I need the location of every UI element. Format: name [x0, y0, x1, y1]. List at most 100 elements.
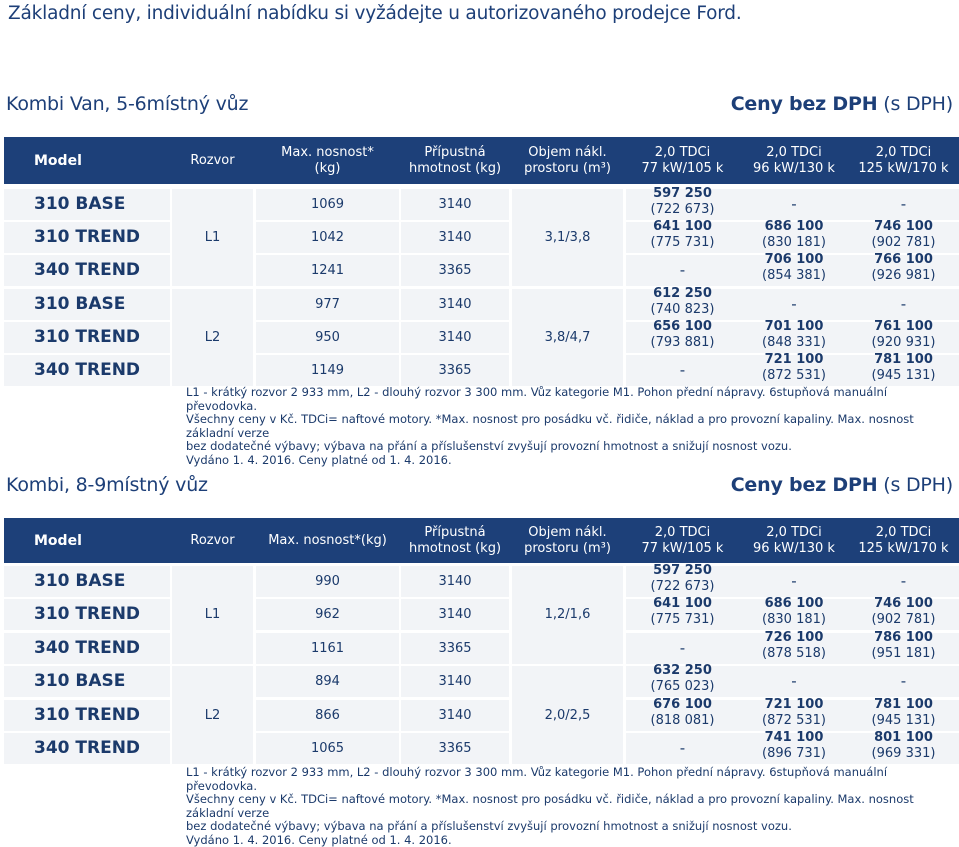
price-cell: 746 100 (902 781) [848, 219, 959, 251]
price-main: 801 100 [874, 730, 933, 745]
price-main: 741 100 [764, 730, 824, 745]
price-cell: 706 100 (854 381) [740, 252, 848, 284]
price-caption-rest: (s DPH) [877, 93, 953, 115]
header-model: Model [34, 152, 82, 169]
column-divider [509, 189, 511, 386]
table-row: 310 TREND [4, 599, 959, 631]
table-row: 340 TREND [4, 632, 959, 664]
cell-hmotnost: 3140 [438, 674, 472, 690]
price-main: 597 250 [653, 563, 712, 578]
row-model: 310 TREND [34, 704, 141, 725]
price-cell: 721 100 (872 531) [740, 697, 848, 729]
price-cell: 741 100 (896 731) [740, 730, 848, 762]
price-dash: - [791, 672, 797, 691]
price-main: 746 100 [874, 596, 933, 612]
column-divider [254, 566, 256, 764]
header-objem: Objem nákl. prostoru (m³) [524, 524, 611, 556]
price-main: 786 100 [874, 629, 933, 645]
cell-rozvor: L2 [170, 288, 255, 386]
price-cell: 641 100 (775 731) [625, 219, 740, 251]
price-with-vat: (872 531) [762, 712, 826, 728]
price-with-vat: (902 781) [871, 612, 936, 628]
price-dash: - [679, 361, 686, 379]
row-model: 310 BASE [34, 194, 126, 214]
cell-nosnost: 962 [315, 607, 340, 623]
table-row: 340 TREND [4, 733, 959, 764]
price-cell: 781 100 (945 131) [848, 352, 959, 384]
price-with-vat: (969 331) [871, 746, 936, 761]
price-dash: - [791, 572, 797, 590]
price-with-vat: (854 381) [762, 268, 826, 284]
column-divider [624, 189, 626, 386]
cell-hmotnost: 3140 [438, 574, 472, 589]
price-caption-rest: (s DPH) [877, 474, 953, 496]
cell-nosnost: 990 [315, 574, 340, 589]
price-cell: 597 250 (722 673) [625, 186, 740, 218]
price-main: 701 100 [764, 318, 824, 334]
price-main: 781 100 [874, 696, 933, 712]
row-model: 340 TREND [34, 260, 141, 281]
price-caption: Ceny bez DPH (s DPH) [730, 474, 954, 496]
table-row: 310 BASE [4, 189, 959, 220]
table-row: 310 TREND [4, 321, 959, 353]
price-cell: 597 250 (722 673) [625, 563, 740, 595]
price-main: 721 100 [764, 696, 824, 712]
price-with-vat: (920 931) [871, 334, 936, 350]
header-engine-77kw: 2,0 TDCi 77 kW/105 k [641, 144, 724, 176]
price-main: 746 100 [874, 219, 933, 235]
table-row: 340 TREND [4, 255, 959, 287]
cell-nosnost: 950 [315, 329, 340, 345]
footnotes: L1 - krátký rozvor 2 933 mm, L2 - dlouhý… [186, 385, 914, 467]
header-rozvor: Rozvor [190, 152, 235, 168]
price-cell: 746 100 (902 781) [848, 596, 959, 628]
price-with-vat: (926 981) [871, 268, 936, 284]
price-caption-bold: Ceny bez DPH [730, 93, 878, 115]
column-divider [399, 189, 401, 386]
header-nosnost: Max. nosnost*(kg) [268, 532, 387, 548]
cell-hmotnost: 3365 [438, 741, 472, 756]
table-row: 310 BASE [4, 566, 959, 597]
row-model: 310 TREND [34, 326, 141, 347]
price-cell: 641 100 (775 731) [625, 596, 740, 628]
row-model: 310 TREND [34, 604, 141, 625]
row-model: 340 TREND [34, 360, 141, 380]
cell-rozvor: L1 [170, 566, 255, 664]
price-cell: 781 100 (945 131) [848, 697, 959, 729]
row-model: 310 BASE [34, 293, 126, 314]
row-model: 310 TREND [34, 227, 141, 248]
price-with-vat: (722 673) [650, 202, 715, 217]
table-row: 310 TREND [4, 222, 959, 254]
price-with-vat: (902 781) [871, 235, 936, 251]
cell-hmotnost: 3140 [438, 329, 472, 345]
header-objem: Objem nákl. prostoru (m³) [524, 144, 611, 176]
header-nosnost: Max. nosnost* (kg) [281, 144, 374, 176]
price-cell: 676 100 (818 081) [625, 697, 740, 729]
price-cell: 766 100 (926 981) [848, 252, 959, 284]
price-cell: 686 100 (830 181) [740, 219, 848, 251]
row-model: 340 TREND [34, 637, 141, 658]
price-cell: 632 250 (765 023) [625, 663, 740, 695]
cell-hmotnost: 3365 [438, 363, 472, 378]
price-cell: 612 250 (740 823) [625, 286, 740, 318]
header-engine-96kw: 2,0 TDCi 96 kW/130 k [753, 524, 835, 556]
cell-nosnost: 1069 [310, 197, 345, 212]
table-header: Model Rozvor Max. nosnost* (kg) Přípustná h… [4, 137, 959, 184]
price-caption-bold: Ceny bez DPH [730, 474, 878, 496]
price-with-vat: (775 731) [650, 612, 715, 628]
section-title: Kombi Van, 5-6místný vůz [6, 93, 249, 115]
cell-hmotnost: 3140 [438, 296, 472, 312]
table-header: Model Rozvor Max. nosnost*(kg) Přípustná hm… [4, 518, 959, 563]
header-hmotnost: Přípustná hmotnost (kg) [408, 524, 502, 556]
price-main: 766 100 [874, 252, 933, 268]
cell-nosnost: 1149 [310, 363, 345, 378]
column-divider [624, 566, 626, 764]
price-dash: - [791, 195, 797, 213]
cell-objem: 2,0/2,5 [510, 666, 625, 764]
cell-objem: 3,1/3,8 [510, 189, 625, 287]
cell-nosnost: 977 [315, 296, 340, 312]
price-dash: - [679, 739, 686, 757]
price-main: 597 250 [653, 186, 712, 201]
price-with-vat: (830 181) [762, 235, 826, 251]
price-with-vat: (830 181) [762, 612, 826, 628]
price-main: 676 100 [653, 696, 712, 712]
